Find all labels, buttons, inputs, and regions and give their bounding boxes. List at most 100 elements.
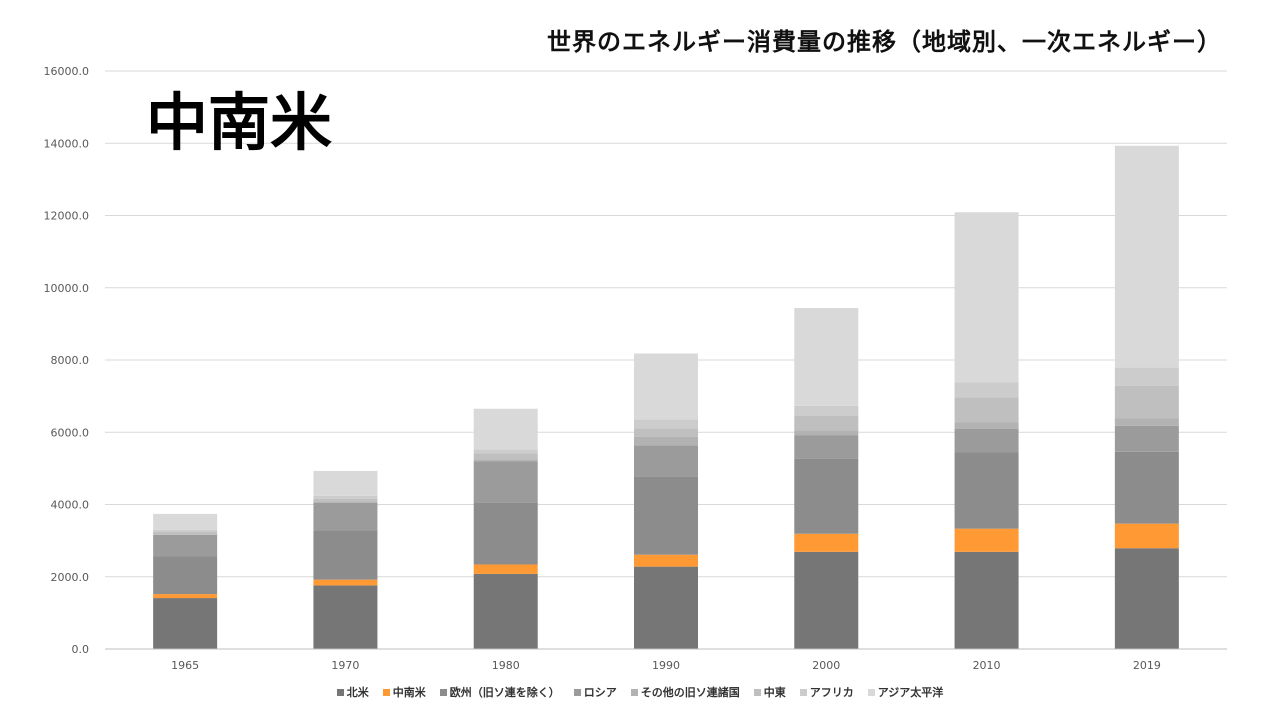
bar-segment xyxy=(794,533,859,552)
bar-segment xyxy=(634,419,698,429)
bar-segment xyxy=(473,461,538,503)
bar-segment xyxy=(954,428,1019,453)
bar-segment xyxy=(1114,425,1179,452)
legend-entry: 中東 xyxy=(753,684,786,700)
bar-segment xyxy=(473,573,538,649)
legend-swatch xyxy=(382,688,390,696)
bar-segment xyxy=(794,551,859,649)
bar-segment xyxy=(794,430,859,436)
y-tick-label: 4000.0 xyxy=(51,499,90,512)
x-tick-label: 1990 xyxy=(652,659,680,672)
bar-segment xyxy=(153,598,218,649)
legend-entry: アジア太平洋 xyxy=(867,684,944,700)
bar-segment xyxy=(634,566,698,649)
legend-swatch xyxy=(573,688,581,696)
bar-segment xyxy=(794,435,859,459)
bar-segment xyxy=(153,556,218,595)
region-overlay-label: 中南米 xyxy=(146,86,333,159)
legend-swatch xyxy=(753,688,761,696)
x-tick-label: 2000 xyxy=(812,659,840,672)
bar-segment xyxy=(153,534,218,535)
bar-segment xyxy=(313,501,378,503)
legend-entry: 欧州（旧ソ連を除く） xyxy=(439,684,560,700)
bar-segment xyxy=(313,502,378,531)
bar-segment xyxy=(473,564,538,574)
bar-segment xyxy=(153,529,218,532)
bar-segment xyxy=(634,476,698,555)
bar-segment xyxy=(634,428,698,437)
x-tick-label: 1965 xyxy=(171,659,199,672)
bar-segment xyxy=(473,459,538,462)
bar-segment xyxy=(313,585,378,649)
bar-segment xyxy=(954,397,1019,423)
legend-label: ロシア xyxy=(583,686,617,699)
legend-label: アフリカ xyxy=(809,686,854,699)
x-tick-label: 1980 xyxy=(492,659,520,672)
bar-segment xyxy=(313,498,378,502)
legend-label: アジア太平洋 xyxy=(877,686,944,699)
legend-label: その他の旧ソ連諸国 xyxy=(640,686,740,699)
y-tick-label: 12000.0 xyxy=(44,210,90,223)
bar-segment xyxy=(954,212,1019,383)
legend-swatch xyxy=(336,688,344,696)
bar-segment xyxy=(634,436,698,446)
legend-swatch xyxy=(799,688,807,696)
bar-segment xyxy=(634,353,698,420)
bar-segment xyxy=(794,405,859,416)
y-tick-label: 2000.0 xyxy=(51,571,90,584)
bar-segment xyxy=(153,513,218,530)
bar-segment xyxy=(313,530,378,580)
legend-swatch xyxy=(867,688,875,696)
bar-segment xyxy=(1114,548,1179,649)
bar-segment xyxy=(954,382,1019,398)
chart-title: 世界のエネルギー消費量の推移（地域別、一次エネルギー） xyxy=(547,28,1222,56)
bar-segment xyxy=(1114,418,1179,426)
bar-segment xyxy=(794,458,859,534)
y-tick-label: 14000.0 xyxy=(44,137,90,150)
bar-segment xyxy=(473,453,538,460)
legend-swatch xyxy=(439,688,447,696)
x-tick-label: 2019 xyxy=(1133,659,1161,672)
bar-segment xyxy=(313,495,378,499)
bar-segment xyxy=(313,579,378,586)
bar-segment xyxy=(473,502,538,565)
legend-label: 北米 xyxy=(346,686,369,699)
bar-segment xyxy=(1114,451,1179,524)
bar-segment xyxy=(153,594,218,599)
bar-segment xyxy=(473,449,538,454)
legend-label: 欧州（旧ソ連を除く） xyxy=(449,686,560,699)
x-tick-label: 2010 xyxy=(973,659,1001,672)
legend-entry: 北米 xyxy=(336,684,369,700)
legend-entry: アフリカ xyxy=(799,684,854,700)
bar-segment xyxy=(954,422,1019,429)
legend-entry: 中南米 xyxy=(382,684,426,700)
y-tick-label: 0.0 xyxy=(72,643,90,656)
y-tick-label: 10000.0 xyxy=(44,282,90,295)
legend-label: 中東 xyxy=(763,686,786,699)
bar-segment xyxy=(794,415,859,431)
bar-segment xyxy=(954,528,1019,552)
legend-entry: ロシア xyxy=(573,684,617,700)
bar-segment xyxy=(954,551,1019,649)
legend-label: 中南米 xyxy=(392,686,426,699)
legend: 北米 中南米 欧州（旧ソ連を除く） ロシア その他の旧ソ連諸国 中東 アフリカ アジア太平洋 xyxy=(0,684,1280,700)
bar-segment xyxy=(1114,145,1179,368)
bar-segment xyxy=(634,554,698,567)
bar-segment xyxy=(153,534,218,557)
legend-entry: その他の旧ソ連諸国 xyxy=(630,684,740,700)
y-tick-label: 16000.0 xyxy=(44,65,90,78)
bar-segment xyxy=(634,445,698,477)
bar-segment xyxy=(954,452,1019,529)
bar-segment xyxy=(313,470,378,496)
bar-segment xyxy=(1114,385,1179,419)
bar-segment xyxy=(794,307,859,406)
y-tick-label: 6000.0 xyxy=(51,426,90,439)
bar-segment xyxy=(1114,367,1179,386)
bar-segment xyxy=(1114,523,1179,549)
bar-segment xyxy=(473,408,538,450)
y-tick-label: 8000.0 xyxy=(51,354,90,367)
x-tick-label: 1970 xyxy=(331,659,359,672)
legend-swatch xyxy=(630,688,638,696)
bar-segment xyxy=(153,531,218,535)
